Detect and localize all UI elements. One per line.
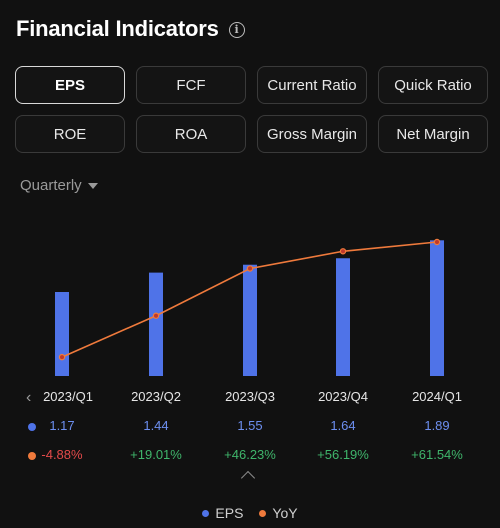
- yoy-dot-icon: [28, 452, 36, 460]
- eps-bar[interactable]: [243, 264, 257, 376]
- info-icon[interactable]: i: [228, 21, 245, 38]
- chevron-left-icon[interactable]: ‹: [26, 389, 32, 406]
- tab-roe[interactable]: ROE: [15, 115, 125, 153]
- legend-yoy-label: YoY: [272, 505, 298, 521]
- tab-roa[interactable]: ROA: [136, 115, 246, 153]
- yoy-point[interactable]: [433, 238, 441, 246]
- eps-value: 1.55: [237, 418, 263, 433]
- yoy-value: +56.19%: [317, 447, 369, 462]
- legend-eps-label: EPS: [215, 505, 244, 521]
- yoy-value: -4.88%: [41, 447, 83, 462]
- eps-value-row: 1.17 1.44 1.55 1.64 1.89: [0, 418, 500, 438]
- tab-gross-margin[interactable]: Gross Margin: [257, 115, 367, 153]
- yoy-value: +61.54%: [411, 447, 463, 462]
- header: Financial Indicators i: [16, 16, 245, 42]
- yoy-value: +46.23%: [224, 447, 276, 462]
- eps-bar[interactable]: [55, 292, 69, 376]
- yoy-point[interactable]: [58, 353, 66, 361]
- legend-yoy-dot-icon: [259, 509, 267, 517]
- indicator-tabs: EPS FCF Current Ratio Quick Ratio ROE RO…: [15, 66, 488, 153]
- eps-value: 1.44: [143, 418, 169, 433]
- yoy-point[interactable]: [152, 312, 160, 319]
- eps-dot-icon: [28, 423, 36, 431]
- yoy-point[interactable]: [339, 248, 347, 255]
- category-label: 2024/Q1: [412, 389, 462, 404]
- caret-down-icon: [87, 183, 98, 189]
- page-title: Financial Indicators: [16, 16, 219, 41]
- chevron-up-icon[interactable]: [240, 470, 256, 486]
- eps-value: 1.89: [424, 418, 450, 433]
- legend-item-yoy[interactable]: YoY: [259, 505, 298, 521]
- eps-value: 1.17: [49, 418, 75, 433]
- eps-bar[interactable]: [430, 240, 444, 376]
- yoy-point[interactable]: [246, 265, 254, 272]
- eps-value: 1.64: [330, 418, 356, 433]
- eps-bar[interactable]: [336, 258, 350, 376]
- tab-quick-ratio[interactable]: Quick Ratio: [378, 66, 488, 104]
- legend-item-eps[interactable]: EPS: [202, 505, 243, 521]
- yoy-value-row: -4.88% +19.01% +46.23% +56.19% +61.54%: [0, 447, 500, 467]
- eps-chart: [55, 238, 444, 376]
- tab-fcf[interactable]: FCF: [136, 66, 246, 104]
- yoy-value: +19.01%: [130, 447, 182, 462]
- category-label: 2023/Q2: [131, 389, 181, 404]
- tab-current-ratio[interactable]: Current Ratio: [257, 66, 367, 104]
- category-label: 2023/Q4: [318, 389, 368, 404]
- period-dropdown[interactable]: Quarterly: [20, 177, 98, 194]
- eps-bar[interactable]: [149, 272, 163, 376]
- legend-eps-dot-icon: [202, 509, 210, 517]
- category-label: 2023/Q3: [225, 389, 275, 404]
- chart-legend: EPS YoY: [0, 505, 500, 521]
- category-row: ‹ 2023/Q1 2023/Q2 2023/Q3 2023/Q4 2024/Q…: [0, 389, 500, 409]
- tab-eps[interactable]: EPS: [15, 66, 125, 104]
- category-label: 2023/Q1: [43, 389, 93, 404]
- tab-net-margin[interactable]: Net Margin: [378, 115, 488, 153]
- period-label: Quarterly: [20, 177, 82, 194]
